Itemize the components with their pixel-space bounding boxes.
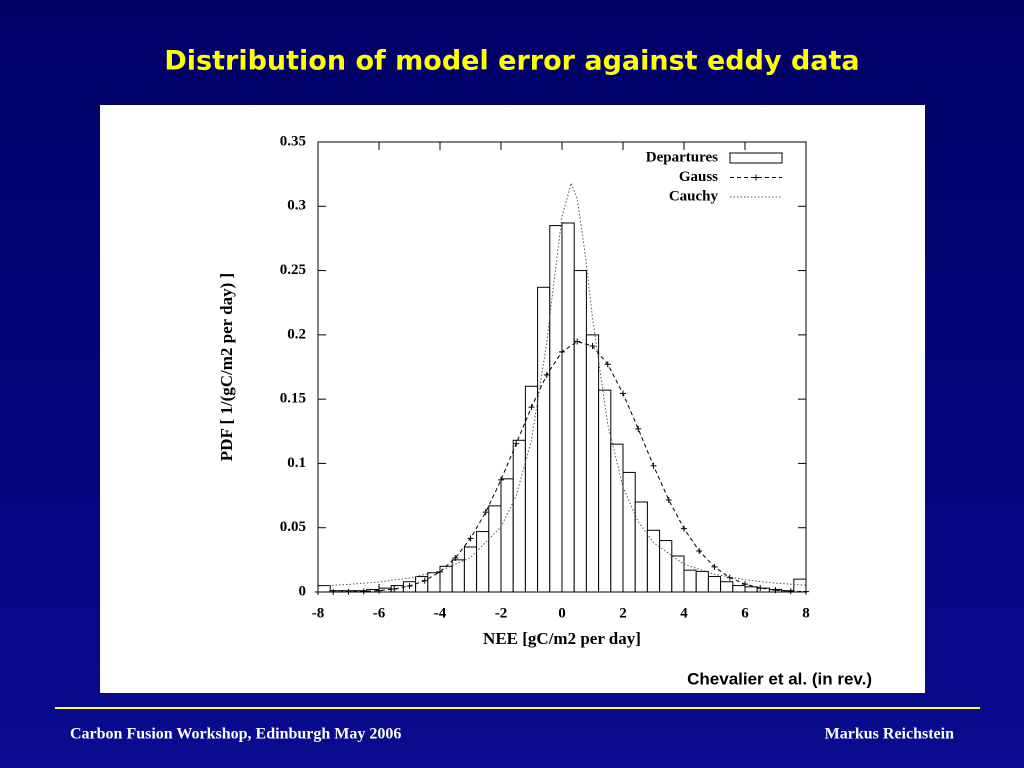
curve-marker — [452, 555, 459, 562]
histogram-bar — [744, 586, 758, 593]
histogram-bar — [549, 225, 563, 593]
histogram-bar — [427, 572, 441, 593]
curve-marker — [528, 404, 535, 411]
plot-frame — [317, 141, 807, 593]
curve-marker — [742, 581, 748, 588]
curve-marker — [406, 582, 413, 589]
histogram-bar — [732, 585, 746, 593]
curve-marker — [787, 588, 794, 595]
histogram-bar — [585, 334, 600, 593]
curve-marker — [711, 563, 718, 570]
histogram-bar — [573, 270, 587, 593]
x-tick-label: -6 — [373, 605, 386, 621]
histogram-bar — [537, 286, 551, 593]
histogram-bar — [793, 578, 807, 593]
y-tick-label: 0.05 — [280, 519, 306, 535]
x-tick-label: -4 — [434, 605, 447, 621]
histogram-bar — [610, 443, 624, 593]
curve-marker — [696, 547, 703, 554]
curve-marker — [757, 585, 764, 592]
legend-label: Gauss — [679, 169, 718, 185]
histogram-bar — [451, 559, 465, 593]
chart-panel — [100, 105, 925, 693]
curve-marker — [574, 338, 581, 345]
y-tick-label: 0.3 — [287, 198, 306, 214]
curve-marker — [482, 509, 489, 516]
curve-marker — [650, 462, 657, 469]
histogram-bar — [695, 570, 709, 593]
histogram-bar — [720, 581, 734, 593]
curve-marker — [681, 525, 687, 532]
histogram-bar — [634, 501, 648, 593]
curve-marker — [589, 343, 596, 350]
curve-marker — [604, 361, 611, 368]
curve-marker — [543, 371, 550, 378]
x-tick-label: 8 — [802, 605, 810, 621]
histogram-bar — [317, 585, 331, 593]
y-tick-label: 0.1 — [287, 455, 306, 471]
footer-left: Carbon Fusion Workshop, Edinburgh May 20… — [70, 726, 401, 743]
x-tick-label: -2 — [495, 605, 508, 621]
histogram-bar — [707, 576, 722, 593]
curve-marker — [665, 496, 672, 503]
curve-marker — [437, 568, 443, 575]
y-axis-label: PDF [ 1/(gC/m2 per day) ] — [217, 273, 236, 461]
slide-title: Distribution of model error against eddy… — [164, 46, 859, 77]
y-tick-label: 0.35 — [280, 133, 306, 149]
histogram-bar — [378, 587, 392, 593]
histogram-bar — [512, 439, 526, 593]
legend-swatch — [729, 152, 783, 164]
curve-marker — [498, 476, 504, 483]
curve-marker — [421, 577, 428, 584]
y-tick-label: 0.25 — [280, 262, 306, 278]
histogram-bar — [683, 569, 697, 593]
citation: Chevalier et al. (in rev.) — [687, 669, 872, 688]
x-axis-label: NEE [gC/m2 per day] — [483, 629, 641, 648]
legend-marker — [753, 174, 759, 181]
histogram-bar — [524, 385, 539, 593]
histogram-bar — [561, 222, 575, 593]
curve-marker — [635, 425, 642, 432]
legend-label: Departures — [646, 149, 718, 165]
histogram-bar — [415, 576, 429, 593]
curve-marker — [467, 535, 474, 542]
histogram-bar — [671, 555, 685, 593]
curve-marker — [360, 588, 367, 595]
curve-marker — [559, 348, 565, 355]
legend-label: Cauchy — [669, 188, 719, 204]
histogram-bar — [476, 531, 490, 593]
x-tick-label: 6 — [741, 605, 749, 621]
histogram-bar — [488, 505, 502, 593]
y-tick-label: 0 — [299, 583, 307, 599]
curve-marker — [376, 587, 382, 594]
curve — [317, 181, 807, 587]
x-tick-label: 2 — [619, 605, 627, 621]
histogram-bar — [598, 389, 612, 593]
footer-right: Markus Reichstein — [825, 726, 954, 743]
x-tick-label: 0 — [558, 605, 566, 621]
histogram-bar — [500, 478, 514, 593]
curve-marker — [620, 390, 626, 397]
x-tick-label: 4 — [680, 605, 688, 621]
curve-marker — [513, 440, 520, 447]
y-tick-label: 0.15 — [280, 391, 306, 407]
curve-marker — [391, 586, 398, 593]
x-tick-label: -8 — [312, 605, 325, 621]
histogram-bar — [646, 529, 661, 593]
y-tick-label: 0.2 — [287, 326, 306, 342]
